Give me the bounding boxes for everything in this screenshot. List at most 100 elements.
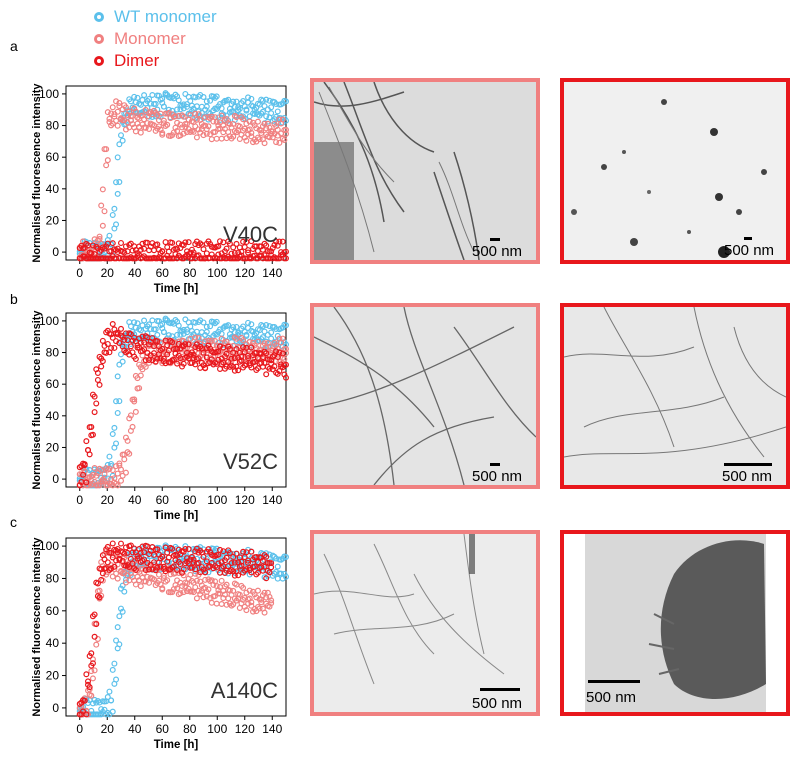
data-point [101, 208, 108, 215]
data-point [103, 349, 110, 356]
data-point [203, 103, 210, 110]
data-point [235, 367, 242, 374]
y-tick-label: 20 [46, 440, 60, 454]
x-tick-label: 60 [156, 493, 170, 507]
y-tick-label: 60 [46, 150, 60, 164]
data-point [113, 117, 120, 124]
data-point [240, 548, 247, 555]
data-point [193, 134, 200, 141]
em-micrograph [314, 82, 536, 260]
data-point [188, 564, 195, 571]
data-point [106, 232, 113, 239]
data-point [182, 546, 189, 553]
data-point [195, 252, 202, 259]
data-point [268, 329, 275, 336]
data-point [174, 346, 181, 353]
chart-annotation: A140C [211, 678, 278, 703]
data-point [238, 252, 245, 259]
data-point [203, 558, 210, 565]
x-tick-label: 20 [101, 266, 115, 280]
data-point [109, 240, 116, 247]
data-point [132, 355, 139, 362]
x-tick-label: 140 [262, 266, 282, 280]
data-point [89, 471, 96, 478]
data-point [268, 110, 275, 117]
data-point [117, 325, 124, 332]
data-point [180, 589, 187, 596]
x-tick-label: 100 [207, 266, 227, 280]
data-point [283, 255, 290, 262]
data-point [274, 575, 281, 582]
data-point [228, 355, 235, 362]
data-point [233, 98, 240, 105]
data-point [88, 692, 95, 699]
chart-b: 0 20 40 60 80 100 0 20 40 60 80 100 120 140 Time [h] No… [31, 310, 290, 522]
em-micrograph [314, 534, 536, 712]
data-point [117, 332, 124, 339]
data-point [101, 471, 108, 478]
data-point [86, 451, 93, 458]
em-micrograph [314, 307, 536, 485]
data-point [190, 351, 197, 358]
data-point [106, 453, 113, 460]
data-point [91, 633, 98, 640]
scale-label: 500 nm [586, 689, 637, 706]
data-point [104, 694, 111, 701]
data-point [266, 569, 273, 576]
data-point [268, 248, 275, 255]
data-point [119, 608, 126, 615]
data-point [243, 137, 250, 144]
data-point [268, 104, 275, 111]
data-point [98, 576, 105, 583]
data-point [134, 320, 141, 327]
data-point [89, 242, 96, 249]
data-point [200, 132, 207, 139]
data-point [91, 393, 98, 400]
em-micrograph [564, 82, 786, 260]
data-point [113, 637, 120, 644]
data-point [81, 462, 88, 469]
data-point [149, 91, 156, 98]
data-point [117, 605, 124, 612]
data-point [243, 361, 250, 368]
data-point [98, 466, 105, 473]
data-point [142, 363, 149, 370]
em-image-dimer-c: 500 nm [560, 530, 790, 716]
data-point [276, 238, 283, 245]
data-point [83, 708, 90, 715]
data-point [221, 591, 228, 598]
data-point [89, 656, 96, 663]
data-point [230, 601, 237, 608]
data-point [283, 98, 290, 105]
data-point [104, 157, 111, 164]
data-point [169, 239, 176, 246]
data-point [205, 586, 212, 593]
data-point [203, 354, 210, 361]
data-point [207, 323, 214, 330]
x-tick-label: 80 [183, 493, 197, 507]
data-point [83, 479, 90, 486]
data-point [259, 97, 266, 104]
data-point [248, 599, 255, 606]
data-point [99, 358, 106, 365]
data-point [213, 135, 220, 142]
data-point [109, 666, 116, 673]
em-image-dimer-b: 500 nm [560, 303, 790, 489]
panel-letter-a: a [10, 38, 18, 54]
data-point [114, 122, 121, 129]
data-point [162, 239, 169, 246]
data-point [190, 556, 197, 563]
data-point [215, 560, 222, 567]
scale-bar [490, 463, 500, 466]
data-point [261, 103, 268, 110]
plot-frame [65, 537, 287, 717]
legend-label: Dimer [114, 51, 160, 70]
data-point [230, 244, 237, 251]
x-tick-label: 140 [262, 493, 282, 507]
data-point [243, 331, 250, 338]
data-point [117, 477, 124, 484]
data-point [192, 319, 199, 326]
data-point [169, 589, 176, 596]
data-point [279, 116, 286, 123]
